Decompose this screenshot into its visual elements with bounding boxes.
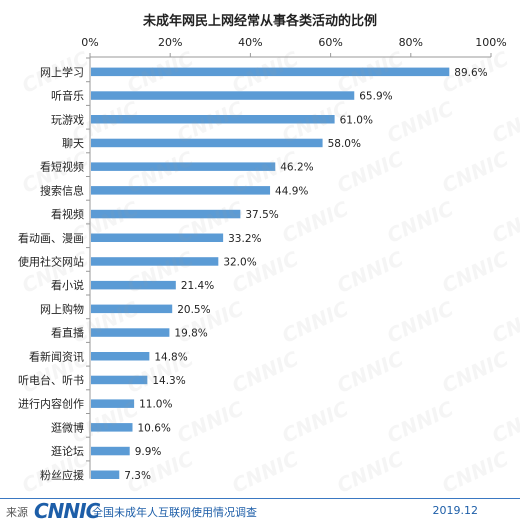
source-label: 来源 xyxy=(6,506,28,519)
category-label: 逛论坛 xyxy=(51,444,84,458)
bar xyxy=(91,375,148,385)
value-label: 21.4% xyxy=(181,280,214,292)
bar xyxy=(91,304,173,314)
report-date: 2019.12 xyxy=(432,504,479,517)
category-label: 看新闻资讯 xyxy=(29,349,84,363)
x-tick-label: 60% xyxy=(318,36,342,49)
value-label: 46.2% xyxy=(280,162,313,174)
bar xyxy=(91,257,219,266)
value-label: 9.9% xyxy=(135,446,162,458)
category-label: 听电台、听书 xyxy=(18,373,84,387)
x-tick-label: 80% xyxy=(399,36,423,49)
x-tick-label: 100% xyxy=(475,36,506,49)
category-label: 听音乐 xyxy=(51,89,84,103)
category-label: 看短视频 xyxy=(40,160,84,174)
footer: 来源 CNNIC 全国未成年人互联网使用情况调查 2019.12 xyxy=(0,499,520,523)
value-label: 61.0% xyxy=(340,114,373,126)
bar xyxy=(91,233,224,242)
value-label: 33.2% xyxy=(228,233,261,245)
category-label: 使用社交网站 xyxy=(18,254,84,268)
value-label: 7.3% xyxy=(124,470,151,482)
bar xyxy=(91,115,335,124)
category-label: 聊天 xyxy=(62,136,84,150)
category-label: 网上学习 xyxy=(40,65,84,79)
value-label: 32.0% xyxy=(223,256,256,268)
category-label: 粉丝应援 xyxy=(40,468,84,482)
category-label: 看视频 xyxy=(51,207,84,221)
bar xyxy=(91,423,133,432)
bar xyxy=(91,209,241,219)
value-label: 37.5% xyxy=(245,209,278,221)
category-label: 玩游戏 xyxy=(51,113,84,126)
category-label: 看直播 xyxy=(51,326,84,340)
category-label: 看小说 xyxy=(51,278,84,292)
value-label: 20.5% xyxy=(177,304,210,316)
chart-title: 未成年网民上网经常从事各类活动的比例 xyxy=(142,14,377,29)
category-label: 逛微博 xyxy=(51,420,84,434)
value-label: 11.0% xyxy=(139,399,172,411)
bar xyxy=(91,280,176,290)
category-label: 搜索信息 xyxy=(40,183,84,197)
category-label: 看动画、漫画 xyxy=(18,231,84,245)
report-name: 全国未成年人互联网使用情况调查 xyxy=(92,506,257,519)
value-label: 89.6% xyxy=(454,67,487,79)
footer-divider xyxy=(0,498,520,499)
bar xyxy=(91,67,450,77)
x-tick-label: 0% xyxy=(81,36,98,49)
value-label: 14.3% xyxy=(152,375,185,387)
category-label: 网上购物 xyxy=(40,302,84,316)
value-label: 58.0% xyxy=(328,138,361,150)
bar xyxy=(91,162,276,171)
value-label: 65.9% xyxy=(359,91,392,103)
bar xyxy=(91,399,135,408)
value-label: 44.9% xyxy=(275,185,308,197)
category-label: 进行内容创作 xyxy=(18,397,84,411)
bar xyxy=(91,91,355,100)
value-label: 10.6% xyxy=(138,422,171,434)
bar xyxy=(91,352,150,361)
bar-chart: 0% 20% 40% 60% 80% 100% 网上学习 89.6% 听音乐 65.9% 玩游戏 61… xyxy=(18,36,507,482)
bar xyxy=(91,186,271,195)
bar xyxy=(91,470,120,479)
bar xyxy=(91,328,170,337)
bar xyxy=(91,446,130,456)
x-tick-label: 20% xyxy=(158,36,182,49)
x-tick-label: 40% xyxy=(238,36,262,49)
value-label: 19.8% xyxy=(174,328,207,340)
value-label: 14.8% xyxy=(154,351,187,363)
cnnic-logo: CNNIC xyxy=(34,499,100,523)
bar xyxy=(91,138,323,148)
